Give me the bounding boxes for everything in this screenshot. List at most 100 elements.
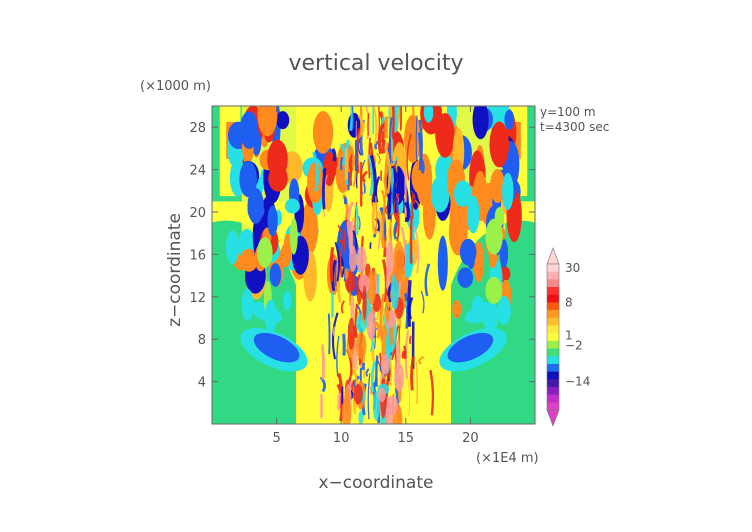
field-cell (356, 246, 367, 274)
colorbar-swatch (547, 294, 559, 303)
field-streak (351, 379, 356, 392)
field-streak (399, 106, 403, 131)
field-cell (355, 332, 367, 360)
field-cell (257, 106, 278, 137)
field-streak (337, 224, 343, 243)
field-streak (386, 181, 389, 196)
field-cell (347, 317, 355, 350)
field-streak (349, 106, 354, 131)
field-cell (241, 288, 254, 322)
field-streak (365, 368, 370, 377)
x-tick-label: 10 (333, 431, 350, 446)
field-streak (361, 170, 368, 183)
field-cell (504, 109, 515, 130)
colorbar-swatch (547, 348, 559, 357)
colorbar-max-arrow (546, 247, 560, 265)
field-cell (485, 276, 503, 304)
field-streak (374, 140, 379, 150)
field-streak (367, 154, 374, 196)
field-cell (276, 111, 290, 130)
field-cell (344, 267, 349, 280)
field-cell (499, 239, 509, 268)
y-tick-label: 28 (189, 121, 206, 136)
colorbar-swatch (547, 340, 559, 349)
field-cell (482, 303, 499, 331)
field-streak (388, 221, 392, 240)
field-cell (280, 243, 292, 268)
colorbar-swatch (547, 371, 559, 380)
field-cell (435, 112, 455, 158)
field-streak (376, 152, 381, 165)
field-streak (415, 361, 419, 404)
field-cell (404, 114, 422, 163)
field-streak (411, 193, 415, 219)
field-cell (502, 172, 514, 211)
y-tick-label: 24 (189, 164, 206, 179)
field-streak (393, 187, 397, 213)
field-streak (331, 147, 337, 162)
field-streak (372, 106, 378, 145)
field-streak (407, 377, 411, 417)
field-cell (304, 207, 317, 250)
field-streak (417, 132, 423, 171)
field-cell (466, 195, 480, 234)
field-streak (339, 239, 345, 276)
field-cell (350, 295, 355, 324)
y-unit-label: (×1000 m) (140, 79, 211, 94)
colorbar-swatch (547, 271, 559, 280)
x-tick-label: 15 (398, 431, 415, 446)
colorbar-swatch (547, 317, 559, 326)
field-cell (393, 241, 405, 283)
field-streak (369, 242, 372, 250)
field-cell (453, 180, 472, 207)
field-streak (329, 247, 335, 282)
field-cell (471, 295, 484, 317)
field-streak (387, 191, 392, 220)
field-cell (239, 248, 258, 272)
colorbar-swatch (547, 402, 559, 411)
field-streak (375, 355, 379, 387)
colorbar-swatch (547, 379, 559, 388)
field-cell (452, 300, 462, 319)
field-strip (511, 121, 521, 159)
field-streak (355, 204, 359, 235)
field-streak (413, 226, 420, 274)
field-cell (362, 285, 367, 321)
field-cell (353, 384, 363, 405)
field-cell (467, 250, 475, 270)
field-cell (267, 139, 288, 179)
field-streak (411, 106, 415, 135)
field-cell (390, 273, 399, 311)
field-streak (393, 221, 399, 240)
field-cell (397, 405, 402, 424)
field-streak (424, 263, 431, 297)
field-cell (358, 274, 370, 294)
field-streak (410, 190, 416, 205)
field-streak (403, 345, 407, 360)
field-streak (367, 373, 371, 420)
colorbar-swatch (547, 279, 559, 288)
field-cell (457, 267, 474, 288)
field-cell (372, 390, 380, 421)
field-cell (269, 263, 282, 287)
field-streak (312, 151, 320, 192)
field-streak (327, 313, 331, 355)
field-streak (384, 116, 389, 139)
colorbar-swatch (547, 302, 559, 311)
field-streak (388, 117, 393, 163)
field-cell (247, 202, 265, 220)
field-streak (402, 272, 407, 284)
info-line-time: t=4300 sec (540, 120, 609, 134)
x-axis-ticks: 5 10 15 20 (272, 106, 479, 446)
field-cell (497, 295, 511, 325)
field-streak (370, 360, 377, 393)
field-cell (437, 235, 448, 291)
colorbar-label: 30 (565, 261, 580, 275)
field-streak (367, 113, 370, 136)
field-cell (386, 239, 394, 277)
colorbar-label: 1 (565, 328, 573, 342)
field-cell (472, 106, 489, 140)
field-streak (349, 170, 353, 186)
field-cell (307, 162, 324, 204)
